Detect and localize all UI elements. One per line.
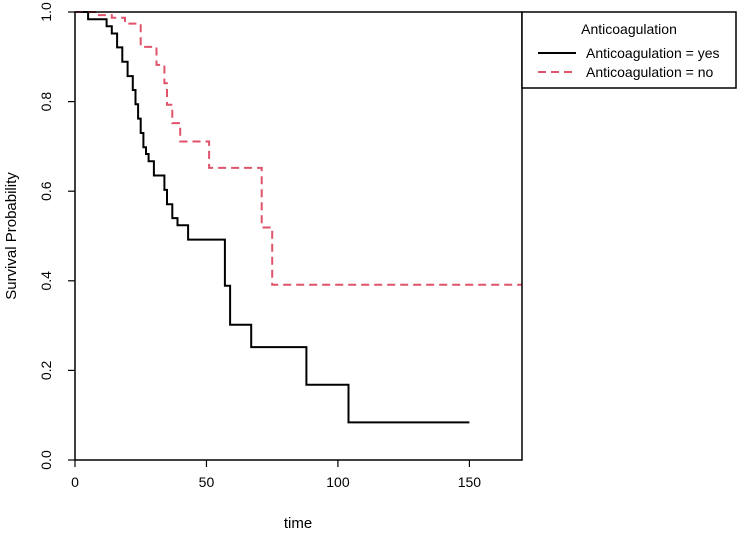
y-tick-label: 0.4 bbox=[38, 271, 54, 291]
axis-layer: 0 50 100 150 0.0 0.2 0.4 0.6 0.8 1.0 bbox=[38, 2, 481, 490]
series-line-no bbox=[75, 11, 522, 286]
x-axis-label: time bbox=[284, 515, 312, 532]
x-tick-label: 100 bbox=[326, 474, 350, 490]
y-tick-label: 0.2 bbox=[38, 360, 54, 380]
series-layer bbox=[75, 11, 522, 424]
y-axis-label: Survival Probability bbox=[3, 172, 20, 300]
plot-frame bbox=[74, 11, 523, 461]
y-tick-label: 0.8 bbox=[38, 92, 54, 112]
legend-entry-no: Anticoagulation = no bbox=[586, 64, 713, 80]
legend: Anticoagulation Anticoagulation = yes An… bbox=[521, 11, 737, 89]
y-tick-label: 0.0 bbox=[38, 450, 54, 470]
series-line-yes bbox=[75, 11, 470, 424]
legend-title: Anticoagulation bbox=[581, 21, 677, 37]
x-tick-label: 50 bbox=[199, 474, 215, 490]
y-tick-label: 0.6 bbox=[38, 181, 54, 201]
legend-entry-yes: Anticoagulation = yes bbox=[586, 45, 719, 61]
x-tick-label: 0 bbox=[71, 474, 79, 490]
x-tick-label: 150 bbox=[458, 474, 482, 490]
y-tick-label: 1.0 bbox=[38, 2, 54, 22]
legend-box bbox=[521, 11, 737, 89]
